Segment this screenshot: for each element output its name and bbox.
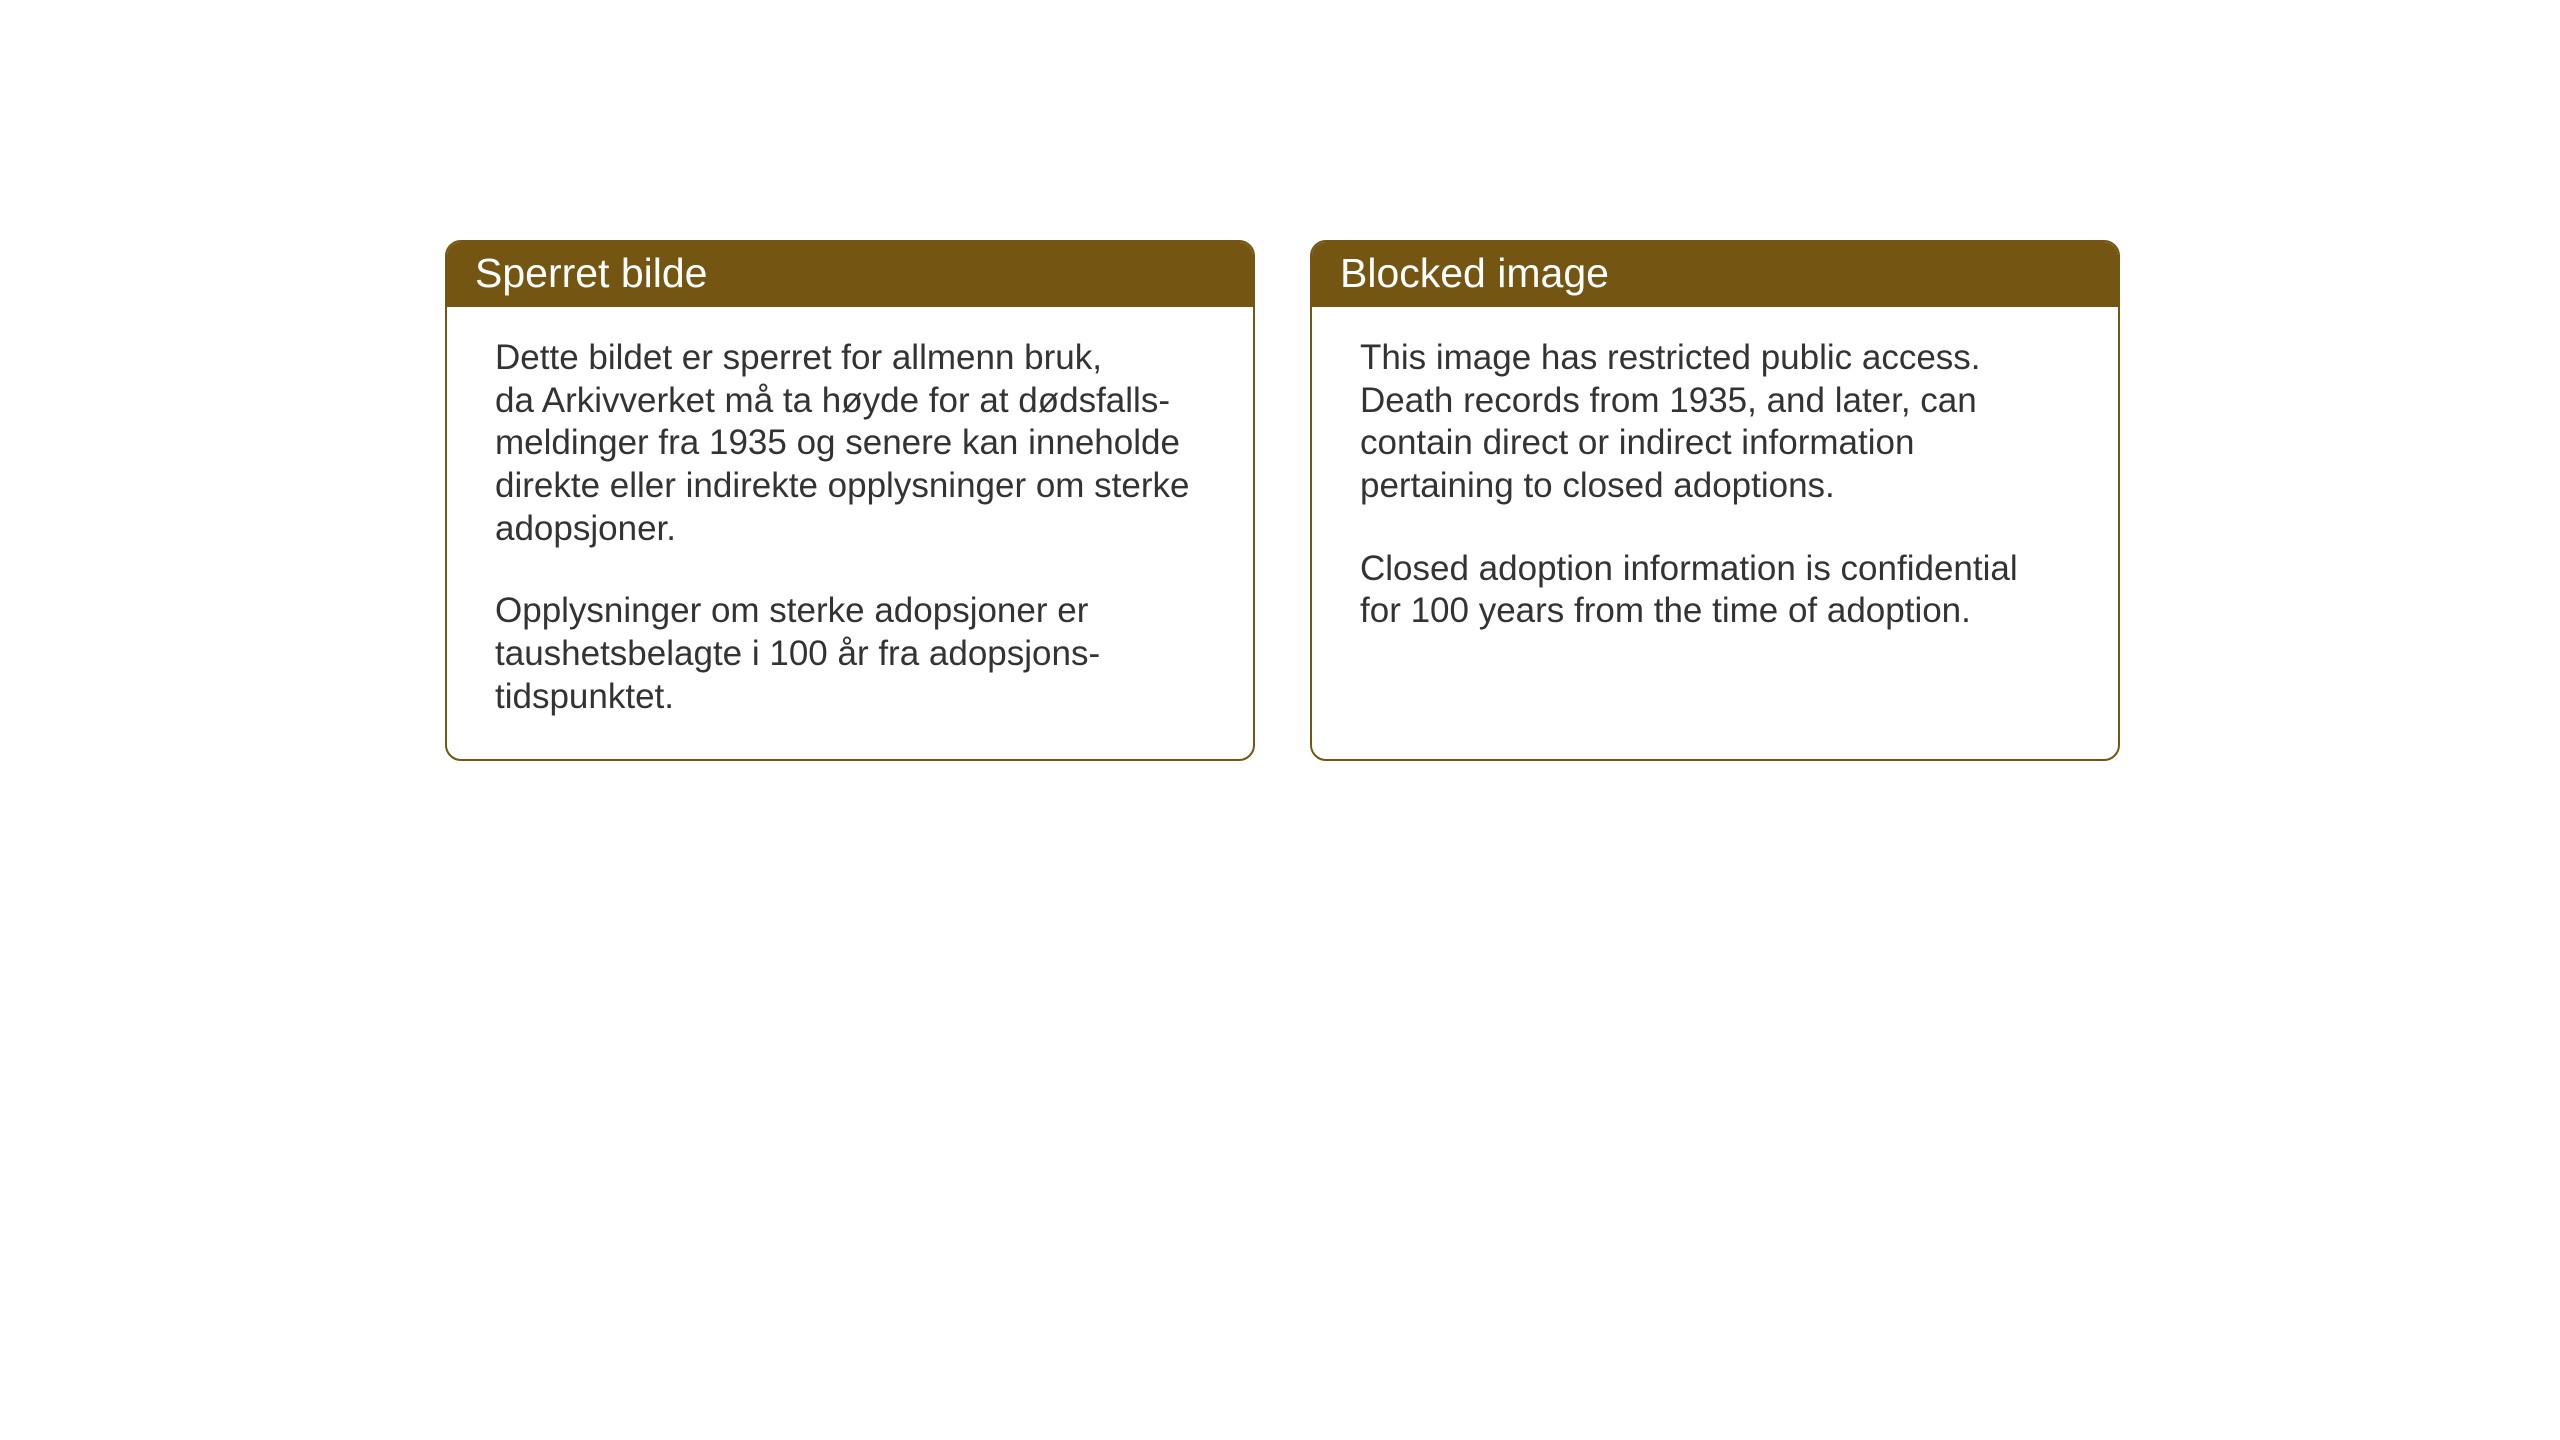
notice-body-norwegian: Dette bildet er sperret for allmenn bruk…: [447, 307, 1253, 759]
notice-title-english: Blocked image: [1340, 250, 1609, 296]
notice-card-norwegian: Sperret bilde Dette bildet er sperret fo…: [445, 240, 1255, 761]
text-line: Opplysninger om sterke adopsjoner er: [495, 591, 1088, 630]
notice-card-english: Blocked image This image has restricted …: [1310, 240, 2120, 761]
paragraph-1-english: This image has restricted public access.…: [1360, 337, 2070, 508]
notice-header-norwegian: Sperret bilde: [447, 242, 1253, 307]
text-line: meldinger fra 1935 og senere kan innehol…: [495, 423, 1180, 462]
text-line: tidspunktet.: [495, 677, 674, 716]
notice-body-english: This image has restricted public access.…: [1312, 307, 2118, 673]
text-line: Death records from 1935, and later, can: [1360, 381, 1977, 420]
text-line: Closed adoption information is confident…: [1360, 549, 2018, 588]
text-line: direkte eller indirekte opplysninger om …: [495, 466, 1190, 505]
text-line: contain direct or indirect information: [1360, 423, 1914, 462]
text-line: da Arkivverket må ta høyde for at dødsfa…: [495, 381, 1170, 420]
text-line: for 100 years from the time of adoption.: [1360, 591, 1971, 630]
text-line: Dette bildet er sperret for allmenn bruk…: [495, 338, 1102, 377]
notice-header-english: Blocked image: [1312, 242, 2118, 307]
paragraph-2-norwegian: Opplysninger om sterke adopsjoner er tau…: [495, 590, 1205, 718]
notice-container: Sperret bilde Dette bildet er sperret fo…: [445, 240, 2120, 761]
notice-title-norwegian: Sperret bilde: [475, 250, 707, 296]
text-line: adopsjoner.: [495, 509, 676, 548]
paragraph-1-norwegian: Dette bildet er sperret for allmenn bruk…: [495, 337, 1205, 550]
text-line: This image has restricted public access.: [1360, 338, 1981, 377]
text-line: taushetsbelagte i 100 år fra adopsjons-: [495, 634, 1100, 673]
text-line: pertaining to closed adoptions.: [1360, 466, 1835, 505]
paragraph-2-english: Closed adoption information is confident…: [1360, 548, 2070, 633]
